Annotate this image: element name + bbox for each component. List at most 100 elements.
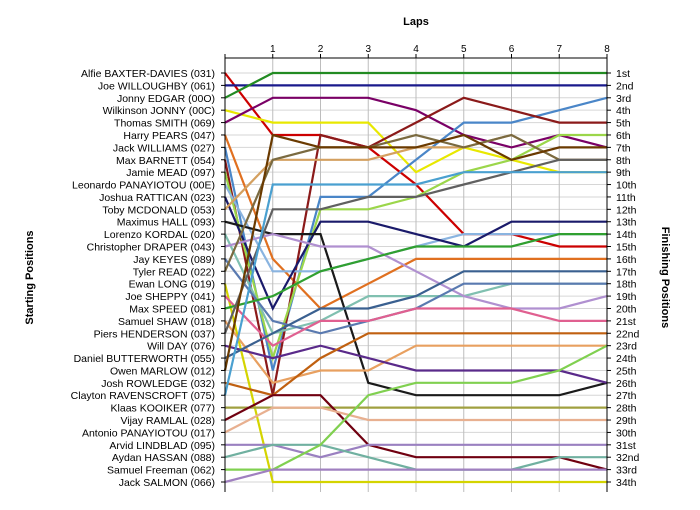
starting-position-label: Christopher DRAPER (043) [87, 242, 215, 254]
lap-tick-label: 7 [556, 44, 562, 55]
starting-position-label: Daniel BUTTERWORTH (055) [74, 353, 215, 365]
starting-position-label: Klaas KOOIKER (077) [111, 403, 215, 415]
series-line-31 [225, 443, 607, 459]
finishing-position-label: 5th [616, 118, 631, 130]
starting-position-label: Joe WILLOUGHBY (061) [98, 80, 215, 92]
finishing-position-label: 21st [616, 316, 636, 328]
finishing-position-label: 28th [616, 403, 637, 415]
y-axis-left-title: Starting Positions [24, 230, 36, 324]
finishing-position-label: 33rd [616, 465, 637, 477]
series-line-3 [224, 71, 607, 99]
starting-position-label: Harry PEARS (047) [123, 130, 215, 142]
starting-position-label: Tyler READ (022) [133, 266, 215, 278]
finishing-position-label: 23rd [616, 341, 637, 353]
finishing-position-label: 22nd [616, 328, 640, 340]
lap-tick-label: 2 [318, 44, 324, 55]
finishing-position-label: 16th [616, 254, 637, 266]
starting-position-label: Will DAY (076) [147, 341, 215, 353]
lap-tick-label: 3 [365, 44, 371, 55]
starting-position-label: Antonio PANAYIOTOU (017) [82, 427, 215, 439]
finishing-position-label: 24th [616, 353, 637, 365]
starting-position-label: Arvid LINDBLAD (095) [109, 440, 215, 452]
starting-position-label: Clayton RAVENSCROFT (075) [71, 390, 215, 402]
series-line-29 [224, 394, 608, 471]
series-line-20 [224, 233, 607, 310]
finishing-position-label: 17th [616, 266, 637, 278]
finishing-position-label: 12th [616, 204, 637, 216]
series-lines [223, 71, 608, 484]
starting-position-label: Joe SHEPPY (041) [125, 291, 215, 303]
starting-position-label: Samuel SHAW (018) [118, 316, 215, 328]
lap-tick-label: 5 [461, 44, 467, 55]
series-line-24 [224, 270, 607, 360]
finishing-position-label: 26th [616, 378, 637, 390]
series-line-34 [224, 468, 607, 484]
starting-position-label: Max BARNETT (054) [116, 155, 215, 167]
series-line-21 [224, 320, 607, 385]
starting-position-label: Jack WILLIAMS (027) [113, 142, 215, 154]
series-line-19 [224, 295, 607, 348]
y-axis-right-title: Finishing Positions [659, 227, 671, 328]
starting-position-label: Lorenzo KORDAL (020) [104, 229, 215, 241]
finishing-position-label: 18th [616, 279, 637, 291]
finishing-position-label: 2nd [616, 80, 634, 92]
series-line-18 [223, 283, 607, 484]
starting-position-label: Ewan LONG (019) [129, 279, 215, 291]
starting-position-label: Joshua RATTICAN (023) [99, 192, 215, 204]
series-line-30 [224, 406, 607, 434]
finishing-position-label: 29th [616, 415, 637, 427]
finishing-position-label: 1st [616, 68, 630, 80]
series-line-22 [223, 158, 607, 334]
starting-position-label: Leonardo PANAYIOTOU (00E) [72, 180, 215, 192]
finishing-position-label: 34th [616, 477, 637, 489]
lap-tick-label: 4 [413, 44, 419, 55]
finishing-position-label: 13th [616, 217, 637, 229]
starting-position-label: Vijay RAMLAL (028) [120, 415, 215, 427]
finishing-position-label: 30th [616, 427, 637, 439]
starting-position-label: Wilkinson JONNY (00C) [103, 105, 215, 117]
finishing-position-label: 7th [616, 142, 631, 154]
finishing-position-label: 20th [616, 303, 637, 315]
starting-position-label: Jonny EDGAR (00O) [117, 93, 215, 105]
finishing-position-label: 6th [616, 130, 631, 142]
finishing-position-label: 31st [616, 440, 636, 452]
series-line-4 [224, 109, 607, 174]
finishing-position-label: 10th [616, 180, 637, 192]
series-line-15 [224, 232, 608, 310]
starting-position-label: Max SPEED (081) [129, 303, 215, 315]
x-axis-title: Laps [403, 16, 429, 28]
starting-position-label: Toby MCDONALD (053) [102, 204, 215, 216]
series-line-23 [224, 344, 608, 384]
series-line-5 [224, 96, 608, 149]
series-line-6 [223, 134, 607, 310]
series-line-33 [225, 344, 608, 471]
lap-tick-label: 8 [604, 44, 610, 55]
starting-position-label: Alfie BAXTER-DAVIES (031) [81, 68, 215, 80]
finishing-position-label: 25th [616, 365, 637, 377]
lap-tick-label: 1 [270, 44, 276, 55]
lap-tick-label: 6 [509, 44, 515, 55]
finishing-position-label: 19th [616, 291, 637, 303]
starting-position-label: Josh ROWLEDGE (032) [101, 378, 215, 390]
finishing-position-label: 27th [616, 390, 637, 402]
finishing-position-label: 8th [616, 155, 631, 167]
starting-position-label: Thomas SMITH (069) [114, 118, 215, 130]
finishing-position-label: 3rd [616, 93, 631, 105]
finishing-position-label: 9th [616, 167, 631, 179]
finishing-position-label: 32nd [616, 452, 640, 464]
finishing-position-label: 14th [616, 229, 637, 241]
labels: 1 2 3 4 5 6 7 8 Alfie BAXTER-DAVIES (031)Joe WIL… [71, 44, 640, 489]
starting-position-label: Piers HENDERSON (037) [94, 328, 215, 340]
series-line-11 [223, 196, 607, 312]
series-line-13 [224, 220, 608, 397]
finishing-position-label: 15th [616, 242, 637, 254]
series-line-26 [224, 332, 607, 397]
starting-position-label: Aydan HASSAN (088) [112, 452, 215, 464]
series-line-27 [223, 171, 607, 396]
starting-position-label: Jamie MEAD (097) [126, 167, 215, 179]
series-line-25 [223, 133, 607, 371]
starting-position-label: Samuel Freeman (062) [107, 465, 215, 477]
starting-position-label: Maximus HALL (093) [117, 217, 215, 229]
